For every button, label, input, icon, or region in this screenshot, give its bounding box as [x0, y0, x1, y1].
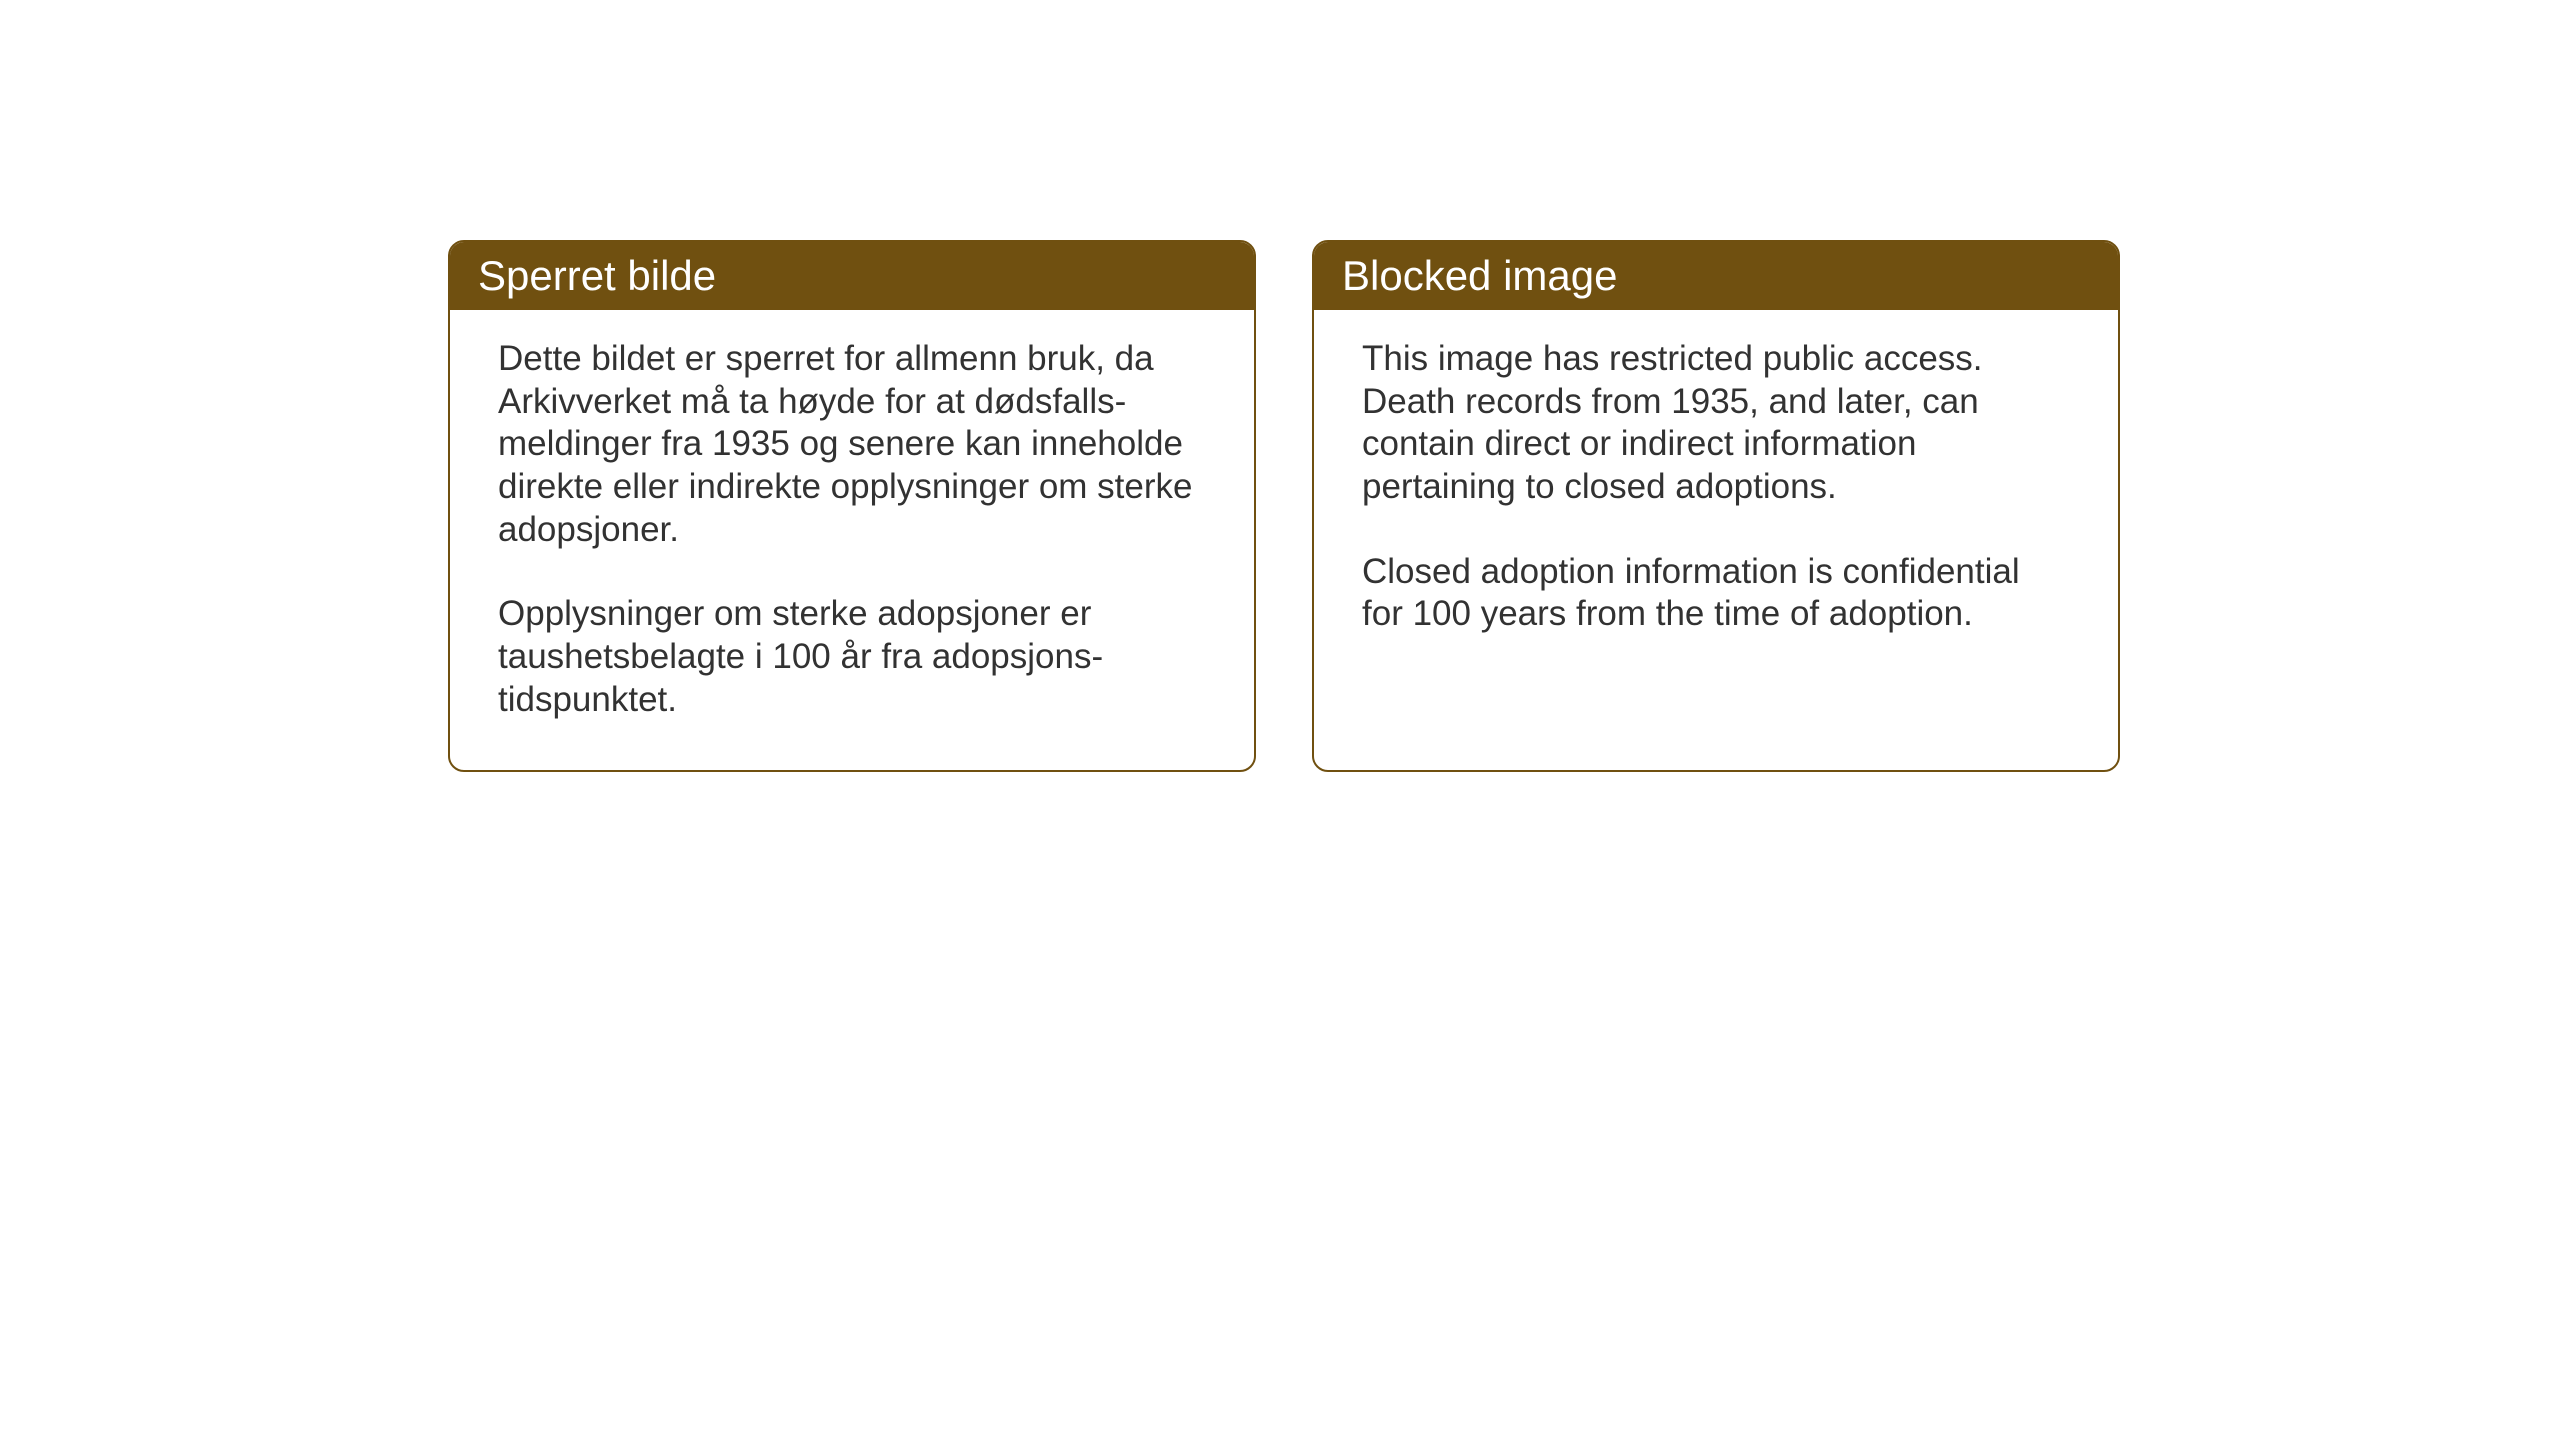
card-title: Sperret bilde — [478, 252, 716, 299]
card-paragraph: Dette bildet er sperret for allmenn bruk… — [498, 338, 1206, 551]
card-header-english: Blocked image — [1314, 242, 2118, 310]
notice-card-norwegian: Sperret bilde Dette bildet er sperret fo… — [448, 240, 1256, 772]
notice-container: Sperret bilde Dette bildet er sperret fo… — [448, 240, 2120, 772]
card-paragraph: Opplysninger om sterke adopsjoner er tau… — [498, 593, 1206, 721]
notice-card-english: Blocked image This image has restricted … — [1312, 240, 2120, 772]
card-header-norwegian: Sperret bilde — [450, 242, 1254, 310]
card-body-english: This image has restricted public access.… — [1314, 310, 2118, 754]
card-title: Blocked image — [1342, 252, 1617, 299]
card-body-norwegian: Dette bildet er sperret for allmenn bruk… — [450, 310, 1254, 770]
card-paragraph: This image has restricted public access.… — [1362, 338, 2070, 509]
card-paragraph: Closed adoption information is confident… — [1362, 551, 2070, 636]
